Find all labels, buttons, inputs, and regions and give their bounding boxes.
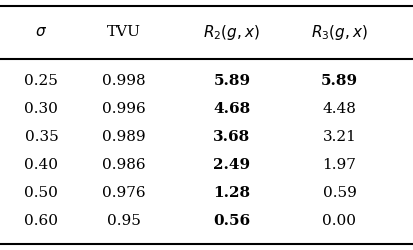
Text: 0.989: 0.989 [102,130,146,144]
Text: $R_2(g, x)$: $R_2(g, x)$ [203,23,260,42]
Text: 0.30: 0.30 [24,102,58,116]
Text: 5.89: 5.89 [320,74,357,88]
Text: 0.996: 0.996 [102,102,146,116]
Text: 0.986: 0.986 [102,158,146,172]
Text: 3.68: 3.68 [213,130,250,144]
Text: 1.28: 1.28 [213,186,250,200]
Text: 4.68: 4.68 [213,102,250,116]
Text: 0.976: 0.976 [102,186,146,200]
Text: 2.49: 2.49 [213,158,250,172]
Text: 0.50: 0.50 [24,186,58,200]
Text: $R_3(g, x)$: $R_3(g, x)$ [310,23,367,42]
Text: 0.59: 0.59 [322,186,356,200]
Text: TVU: TVU [107,26,141,40]
Text: 1.97: 1.97 [322,158,356,172]
Text: 0.56: 0.56 [213,214,250,228]
Text: 0.40: 0.40 [24,158,58,172]
Text: 3.21: 3.21 [322,130,356,144]
Text: 0.95: 0.95 [107,214,141,228]
Text: 5.89: 5.89 [213,74,250,88]
Text: 0.00: 0.00 [322,214,356,228]
Text: 0.35: 0.35 [24,130,58,144]
Text: 0.25: 0.25 [24,74,58,88]
Text: 0.998: 0.998 [102,74,146,88]
Text: $\sigma$: $\sigma$ [35,26,47,40]
Text: 4.48: 4.48 [322,102,356,116]
Text: 0.60: 0.60 [24,214,58,228]
